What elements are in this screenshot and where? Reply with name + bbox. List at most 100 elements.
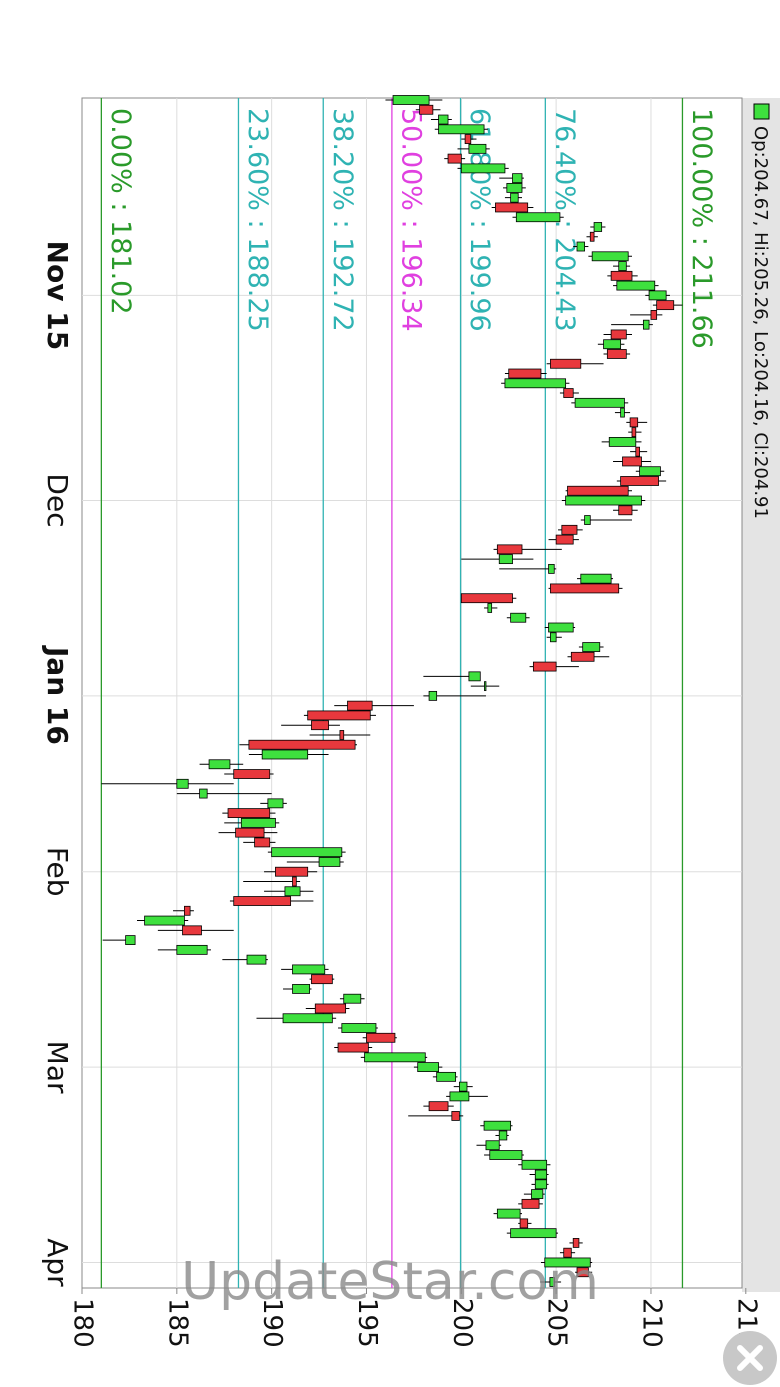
candle-body <box>519 1218 529 1229</box>
fib-label: 50.00% : 196.34 <box>395 108 426 332</box>
candle-body <box>510 192 519 203</box>
candle-body <box>610 329 627 340</box>
candle-body <box>436 1071 457 1082</box>
legend-swatch <box>753 103 770 120</box>
candle-body <box>447 153 462 164</box>
candle-body <box>275 866 309 877</box>
candle-body <box>548 622 574 633</box>
x-tick-label: Nov 15 <box>41 241 74 351</box>
candle-body <box>364 1052 426 1063</box>
candle-body <box>496 1208 521 1219</box>
fib-label: 0.00% : 181.02 <box>105 108 136 315</box>
candle-body <box>532 661 557 672</box>
candle-body <box>531 1189 544 1199</box>
candle-body <box>227 808 271 819</box>
fib-label: 38.20% : 192.72 <box>327 108 358 332</box>
candle-body <box>639 466 661 477</box>
candle-body <box>576 241 585 252</box>
candle-body <box>550 632 557 643</box>
y-tick-label: 180 <box>68 1298 98 1348</box>
candle-body <box>642 319 650 330</box>
candle-body <box>534 1169 548 1180</box>
candle-body <box>314 1003 347 1014</box>
candle-body <box>366 1032 396 1043</box>
candle-body <box>449 1091 470 1102</box>
candle-body <box>510 1228 557 1239</box>
candle-body <box>341 1023 377 1033</box>
candle-body <box>572 1238 580 1248</box>
x-tick-label: Dec <box>41 473 74 527</box>
candle-body <box>580 573 612 584</box>
candle-body <box>548 563 555 574</box>
candle-body <box>521 1198 540 1209</box>
candle-body <box>616 280 656 291</box>
x-tick-label: Jan 16 <box>41 645 74 745</box>
candle-body <box>417 1062 439 1072</box>
candle-body <box>555 534 574 545</box>
candle-body <box>606 349 627 359</box>
candle-body <box>589 231 595 242</box>
y-tick-label: 185 <box>162 1298 192 1348</box>
candle-body <box>311 720 329 731</box>
candle-body <box>496 544 523 555</box>
candle-body <box>631 427 637 438</box>
candle-body <box>656 300 675 311</box>
candle-body <box>544 1257 591 1268</box>
candle-body <box>510 612 527 623</box>
candle-body <box>550 583 620 594</box>
close-button[interactable] <box>723 1331 777 1385</box>
candle-body <box>593 222 603 232</box>
candle-body <box>184 905 191 916</box>
candle-body <box>608 437 637 447</box>
candle-body <box>620 476 659 486</box>
candle-body <box>485 1140 500 1151</box>
candle-body <box>567 485 629 496</box>
candle-body <box>307 710 371 721</box>
candle-body <box>565 495 642 506</box>
candle-body <box>292 964 326 975</box>
candle-body <box>549 1277 555 1287</box>
candle-body <box>584 515 591 525</box>
candle-body <box>629 417 639 428</box>
candle-body <box>428 1101 449 1112</box>
candle-body <box>240 817 276 828</box>
candle-body <box>254 837 271 848</box>
candle-body <box>563 388 574 398</box>
candle-body <box>199 788 208 799</box>
candle-body <box>610 270 633 281</box>
candle-body <box>508 368 542 379</box>
watermark: UpdateStar.com <box>181 1252 599 1312</box>
candle-body <box>582 642 601 652</box>
candle-body <box>504 378 567 389</box>
candle-body <box>459 1081 468 1092</box>
candle-body <box>311 974 333 985</box>
candle-body <box>574 397 625 408</box>
candle-body <box>176 778 189 789</box>
candle-body <box>438 124 485 135</box>
x-tick-label: Apr <box>41 1238 74 1287</box>
y-tick-label: 195 <box>352 1298 382 1348</box>
y-tick-label: 190 <box>257 1298 287 1348</box>
close-icon[interactable] <box>737 1345 763 1371</box>
candle-body <box>618 505 633 516</box>
candle-body <box>460 163 506 174</box>
candle-body <box>563 1247 572 1258</box>
candle-body <box>495 202 529 213</box>
candle-body <box>650 310 658 320</box>
candle-body <box>267 798 284 809</box>
candle-body <box>248 739 356 750</box>
x-tick-label: Mar <box>41 1041 74 1094</box>
candle-body <box>235 827 265 838</box>
y-tick-label: 205 <box>542 1298 572 1348</box>
candle-body <box>292 876 297 887</box>
candle-body <box>635 446 640 457</box>
candle-body <box>521 1159 548 1170</box>
candle-body <box>246 954 267 965</box>
candle-body <box>392 95 430 105</box>
candle-body <box>182 925 202 936</box>
y-tick-label: 210 <box>636 1298 666 1348</box>
candle-body <box>506 183 523 193</box>
